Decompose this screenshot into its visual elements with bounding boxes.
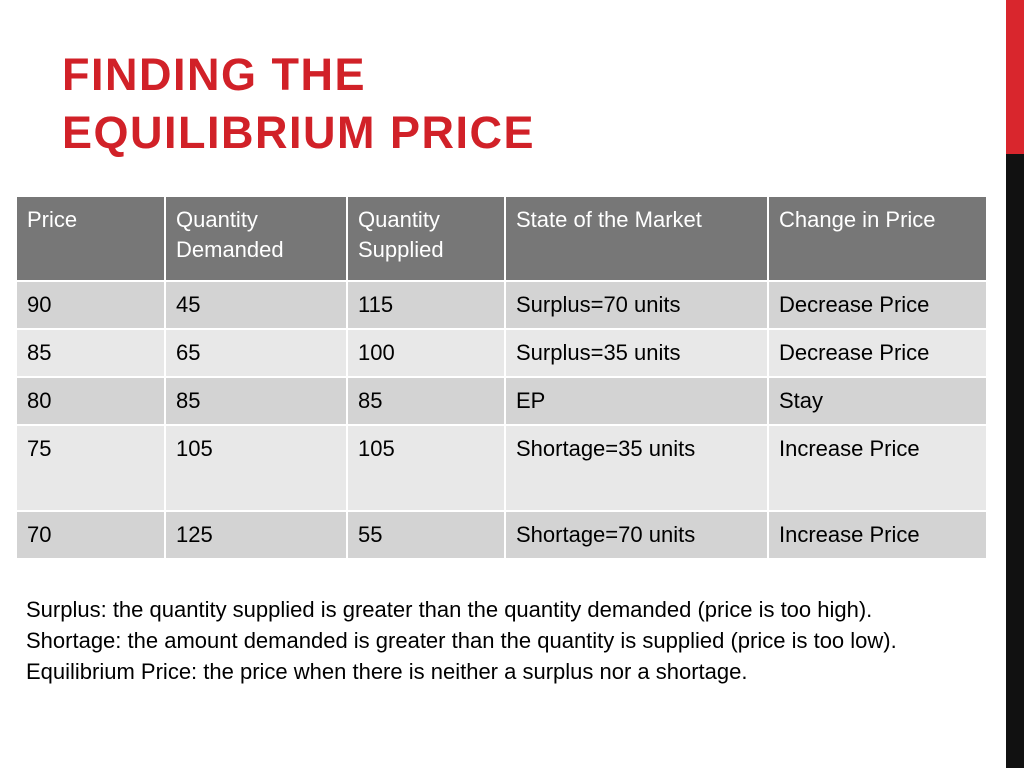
table-row: 85 65 100 Surplus=35 units Decrease Pric… bbox=[15, 328, 988, 378]
cell-price: 80 bbox=[15, 376, 166, 426]
table-header-row: Price Quantity Demanded Quantity Supplie… bbox=[15, 195, 988, 282]
cell-state-of-market: EP bbox=[504, 376, 769, 426]
equilibrium-table: Price Quantity Demanded Quantity Supplie… bbox=[15, 195, 988, 560]
cell-quantity-supplied: 105 bbox=[346, 424, 506, 512]
cell-quantity-supplied: 55 bbox=[346, 510, 506, 560]
cell-quantity-supplied: 115 bbox=[346, 280, 506, 330]
cell-price: 90 bbox=[15, 280, 166, 330]
cell-quantity-demanded: 45 bbox=[164, 280, 348, 330]
definition-shortage: Shortage: the amount demanded is greater… bbox=[26, 628, 897, 653]
definitions: Surplus: the quantity supplied is greate… bbox=[26, 594, 986, 687]
cell-quantity-demanded: 105 bbox=[164, 424, 348, 512]
side-accent-red bbox=[1006, 0, 1024, 154]
slide-title: FINDING THE EQUILIBRIUM PRICE bbox=[62, 46, 535, 162]
cell-quantity-supplied: 100 bbox=[346, 328, 506, 378]
cell-quantity-supplied: 85 bbox=[346, 376, 506, 426]
table-row: 90 45 115 Surplus=70 units Decrease Pric… bbox=[15, 280, 988, 330]
table-row: 75 105 105 Shortage=35 units Increase Pr… bbox=[15, 424, 988, 512]
cell-state-of-market: Surplus=35 units bbox=[504, 328, 769, 378]
header-change-in-price: Change in Price bbox=[767, 195, 988, 282]
table-row: 70 125 55 Shortage=70 units Increase Pri… bbox=[15, 510, 988, 560]
slide-title-line-2: EQUILIBRIUM PRICE bbox=[62, 107, 536, 158]
cell-quantity-demanded: 65 bbox=[164, 328, 348, 378]
definition-surplus: Surplus: the quantity supplied is greate… bbox=[26, 597, 873, 622]
cell-state-of-market: Shortage=35 units bbox=[504, 424, 769, 512]
cell-quantity-demanded: 125 bbox=[164, 510, 348, 560]
side-accent-dark bbox=[1006, 154, 1024, 768]
header-quantity-demanded: Quantity Demanded bbox=[164, 195, 348, 282]
cell-price: 85 bbox=[15, 328, 166, 378]
cell-price: 75 bbox=[15, 424, 166, 512]
table-row: 80 85 85 EP Stay bbox=[15, 376, 988, 426]
side-accent-bar bbox=[1006, 0, 1024, 768]
cell-change-in-price: Stay bbox=[767, 376, 988, 426]
cell-change-in-price: Increase Price bbox=[767, 510, 988, 560]
cell-quantity-demanded: 85 bbox=[164, 376, 348, 426]
cell-state-of-market: Shortage=70 units bbox=[504, 510, 769, 560]
cell-state-of-market: Surplus=70 units bbox=[504, 280, 769, 330]
cell-price: 70 bbox=[15, 510, 166, 560]
definition-equilibrium-price: Equilibrium Price: the price when there … bbox=[26, 659, 748, 684]
cell-change-in-price: Decrease Price bbox=[767, 328, 988, 378]
cell-change-in-price: Increase Price bbox=[767, 424, 988, 512]
slide-title-line-1: FINDING THE bbox=[62, 49, 366, 100]
cell-change-in-price: Decrease Price bbox=[767, 280, 988, 330]
header-state-of-market: State of the Market bbox=[504, 195, 769, 282]
header-price: Price bbox=[15, 195, 166, 282]
header-quantity-supplied: Quantity Supplied bbox=[346, 195, 506, 282]
